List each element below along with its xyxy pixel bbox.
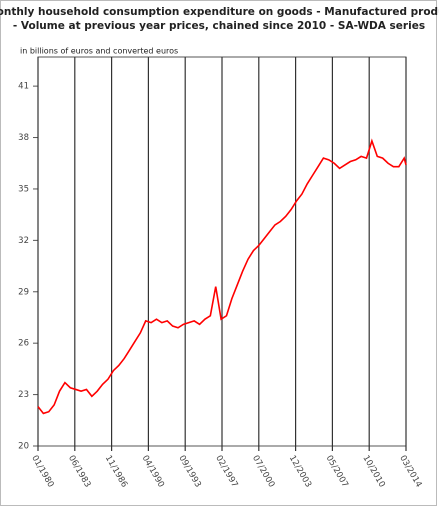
y-tick-label: 35 [18,184,29,194]
y-tick-label: 26 [18,339,29,349]
y-tick-label: 29 [18,287,29,297]
y-tick-label: 38 [18,133,29,143]
chart-subtitle: - Volume at previous year prices, chaine… [13,20,425,32]
y-tick-label: 20 [18,442,29,452]
y-tick-label: 41 [18,82,29,92]
y-tick-label: 32 [18,236,29,246]
y-axis-label: in billions of euros and converted euros [20,47,178,56]
chart-title: Monthly household consumption expenditur… [0,6,439,18]
data-line [37,138,407,415]
y-tick-label: 23 [18,390,29,400]
